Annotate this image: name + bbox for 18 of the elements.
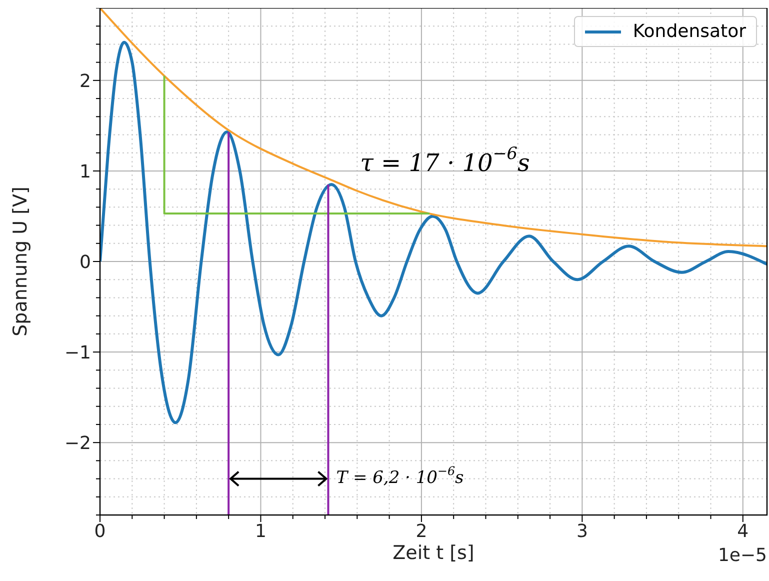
- legend-label: Kondensator: [632, 21, 746, 42]
- annotation: T = 6,2 · 10$^{−6}$s: [336, 464, 464, 488]
- x-axis-title: Zeit t [s]: [392, 542, 474, 564]
- y-tick-label: −2: [64, 432, 91, 454]
- x-tick-label: 4: [737, 520, 749, 542]
- annotation: τ = 17 · 10$^{−6}$s: [360, 144, 530, 178]
- x-tick-label: 2: [416, 520, 428, 542]
- x-tick-label: 1: [254, 520, 266, 542]
- y-axis-title: Spannung U [V]: [10, 186, 32, 336]
- y-tick-label: −1: [64, 342, 91, 364]
- y-tick-label: 0: [80, 252, 91, 273]
- y-tick-label: 2: [80, 70, 91, 92]
- x-tick-label: 3: [576, 520, 588, 542]
- line-series: [100, 8, 767, 248]
- x-tick-label: 0: [94, 520, 106, 542]
- text: 1e−5: [718, 545, 767, 566]
- y-tick-label: 1: [80, 161, 91, 182]
- line-series: [100, 40, 767, 424]
